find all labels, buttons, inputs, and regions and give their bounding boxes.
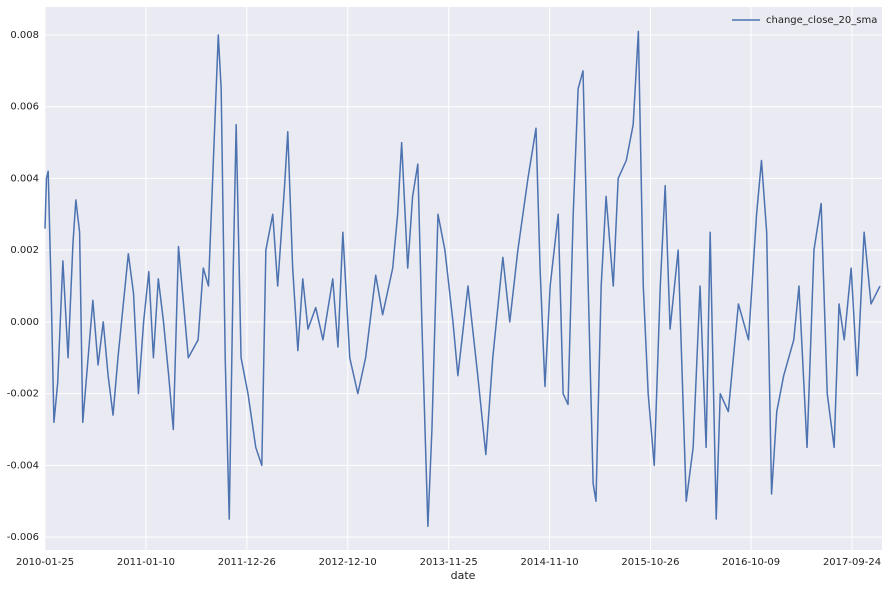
x-tick-label: 2013-11-25	[420, 557, 478, 568]
x-tick-label: 2012-12-10	[319, 557, 377, 568]
y-tick-label: 0.002	[10, 245, 39, 256]
legend-label: change_close_20_sma	[766, 15, 877, 26]
x-tick-label: 2010-01-25	[16, 557, 74, 568]
x-tick-label: 2011-01-10	[117, 557, 175, 568]
y-tick-label: -0.002	[7, 389, 39, 400]
x-tick-label: 2015-10-26	[621, 557, 679, 568]
data-line	[44, 30, 881, 528]
x-tick-label: 2016-10-09	[722, 557, 780, 568]
y-tick-label: 0.000	[10, 317, 39, 328]
y-tick-label: 0.004	[10, 173, 39, 184]
plot-area	[45, 7, 882, 550]
x-axis-label: date	[451, 569, 476, 582]
x-tick-label: 2014-11-10	[521, 557, 579, 568]
x-tick-label: 2011-12-26	[218, 557, 276, 568]
y-tick-label: 0.006	[10, 102, 39, 113]
y-tick-label: 0.008	[10, 30, 39, 41]
y-tick-label: -0.004	[7, 460, 39, 471]
y-tick-label: -0.006	[7, 532, 39, 543]
x-tick-label: 2017-09-24	[823, 557, 881, 568]
